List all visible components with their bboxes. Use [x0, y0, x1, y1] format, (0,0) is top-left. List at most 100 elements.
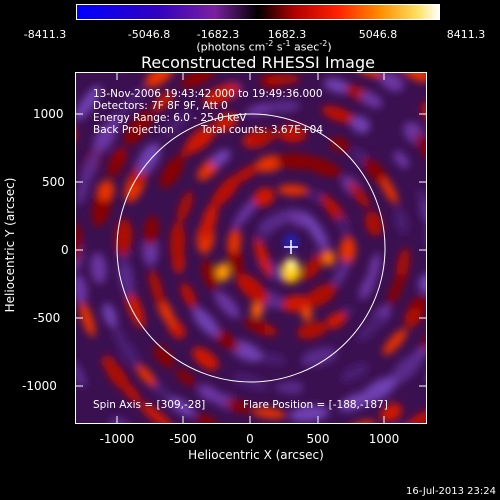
image-intensity-blob — [123, 110, 154, 146]
image-intensity-blob — [111, 325, 130, 352]
image-intensity-blob — [159, 155, 184, 189]
y-tick-label: 1000 — [33, 107, 64, 121]
image-intensity-blob — [232, 194, 261, 229]
image-intensity-blob — [329, 136, 350, 153]
image-intensity-blob — [301, 347, 338, 367]
image-intensity-blob — [75, 358, 87, 388]
image-intensity-blob — [236, 273, 269, 304]
image-intensity-blob — [210, 174, 241, 208]
image-intensity-blob — [258, 208, 299, 232]
x-tick-label: 0 — [246, 432, 254, 446]
image-intensity-blob — [210, 149, 231, 167]
image-intensity-blob — [201, 259, 219, 291]
colorbar-tick-label: -5046.8 — [127, 28, 171, 41]
image-intensity-blob — [227, 228, 242, 255]
image-intensity-blob — [118, 256, 134, 298]
image-intensity-blob — [325, 311, 347, 329]
image-intensity-blob — [250, 130, 279, 144]
units-text: ) — [327, 40, 332, 54]
time-range: 13-Nov-2006 19:43:42.000 to 19:49:36.000 — [93, 88, 323, 100]
image-intensity-blob — [380, 403, 403, 422]
image-intensity-blob — [348, 181, 370, 208]
detectors-info: Detectors: 7F 8F 9F, Att 0 — [93, 100, 228, 112]
image-intensity-blob — [332, 259, 350, 288]
image-intensity-blob — [225, 399, 251, 414]
x-axis-label: Heliocentric X (arcsec) — [188, 448, 324, 462]
y-tick-label: 500 — [42, 175, 65, 189]
plot-title: Reconstructed RHESSI Image — [141, 53, 375, 72]
image-intensity-blob — [393, 150, 410, 169]
image-intensity-blob — [232, 164, 260, 184]
image-intensity-blob — [185, 125, 216, 153]
image-intensity-blob — [244, 318, 265, 332]
image-hot-spot — [251, 302, 263, 318]
image-intensity-blob — [396, 72, 427, 83]
plot-timestamp: 16-Jul-2013 23:24 — [405, 486, 496, 497]
axis-ticks — [75, 72, 427, 424]
solar-limb-circle — [116, 113, 386, 383]
image-intensity-blob — [197, 384, 222, 403]
image-intensity-blob — [296, 321, 327, 340]
colorbar-tick-label: 8411.3 — [446, 28, 486, 41]
image-intensity-blob — [356, 313, 385, 343]
units-exponent: -2 — [265, 39, 274, 48]
image-intensity-blob — [170, 221, 186, 264]
image-intensity-blob — [350, 115, 371, 134]
image-intensity-blob — [214, 291, 240, 319]
image-intensity-blob — [302, 212, 329, 249]
image-intensity-blob — [115, 86, 145, 119]
image-intensity-blob — [360, 91, 383, 109]
image-intensity-blob — [115, 218, 133, 256]
image-intensity-blob — [105, 114, 122, 135]
x-tick-label: 500 — [306, 432, 330, 446]
image-intensity-blob — [124, 288, 145, 329]
image-intensity-blob — [143, 215, 159, 246]
image-intensity-blob — [321, 105, 356, 123]
image-intensity-blob — [268, 100, 301, 113]
image-intensity-blob — [352, 72, 385, 79]
image-intensity-blob — [203, 83, 240, 106]
image-intensity-blob — [359, 273, 376, 300]
image-intensity-blob — [75, 85, 102, 121]
image-intensity-blob — [253, 236, 272, 278]
image-intensity-blob — [277, 184, 309, 196]
image-intensity-blob — [90, 252, 107, 284]
image-intensity-blob — [264, 74, 301, 85]
image-intensity-blob — [192, 347, 215, 368]
image-intensity-blob — [252, 407, 286, 419]
colorbar — [76, 4, 440, 20]
image-intensity-blob — [148, 269, 164, 307]
image-intensity-blob — [145, 72, 175, 88]
image-intensity-blob — [289, 405, 329, 422]
image-intensity-blob — [300, 156, 342, 177]
image-intensity-blob — [340, 362, 370, 383]
image-intensity-blob — [200, 201, 218, 242]
units-exponent: -1 — [282, 39, 291, 48]
image-intensity-blob — [136, 142, 161, 175]
x-tick-label: 1000 — [368, 432, 400, 446]
image-intensity-blob — [177, 190, 193, 223]
spin-axis-info: Spin Axis = [309,-28] — [93, 399, 206, 411]
image-intensity-blob — [414, 132, 427, 167]
image-intensity-blob — [419, 199, 427, 225]
units-text: s — [273, 40, 283, 54]
image-intensity-blob — [388, 274, 405, 306]
colorbar-tick-label: 5046.8 — [358, 28, 398, 41]
y-tick-label: 0 — [61, 243, 69, 257]
image-intensity-blob — [102, 303, 118, 328]
image-intensity-blob — [339, 236, 356, 266]
image-intensity-blob — [304, 283, 337, 308]
plot-frame — [75, 72, 427, 424]
image-hot-spot — [282, 258, 300, 282]
image-intensity-blob — [107, 153, 124, 178]
image-hot-spot — [323, 250, 335, 266]
image-intensity-blob — [195, 413, 218, 424]
image-intensity-blob — [136, 364, 156, 386]
image-intensity-blob — [281, 295, 312, 313]
colorbar-tick-label: -8411.3 — [23, 28, 67, 41]
units-exponent: -2 — [319, 39, 328, 48]
image-intensity-blob — [192, 307, 220, 337]
image-intensity-blob — [75, 223, 82, 263]
image-intensity-blob — [379, 72, 404, 92]
image-intensity-blob — [175, 368, 196, 387]
